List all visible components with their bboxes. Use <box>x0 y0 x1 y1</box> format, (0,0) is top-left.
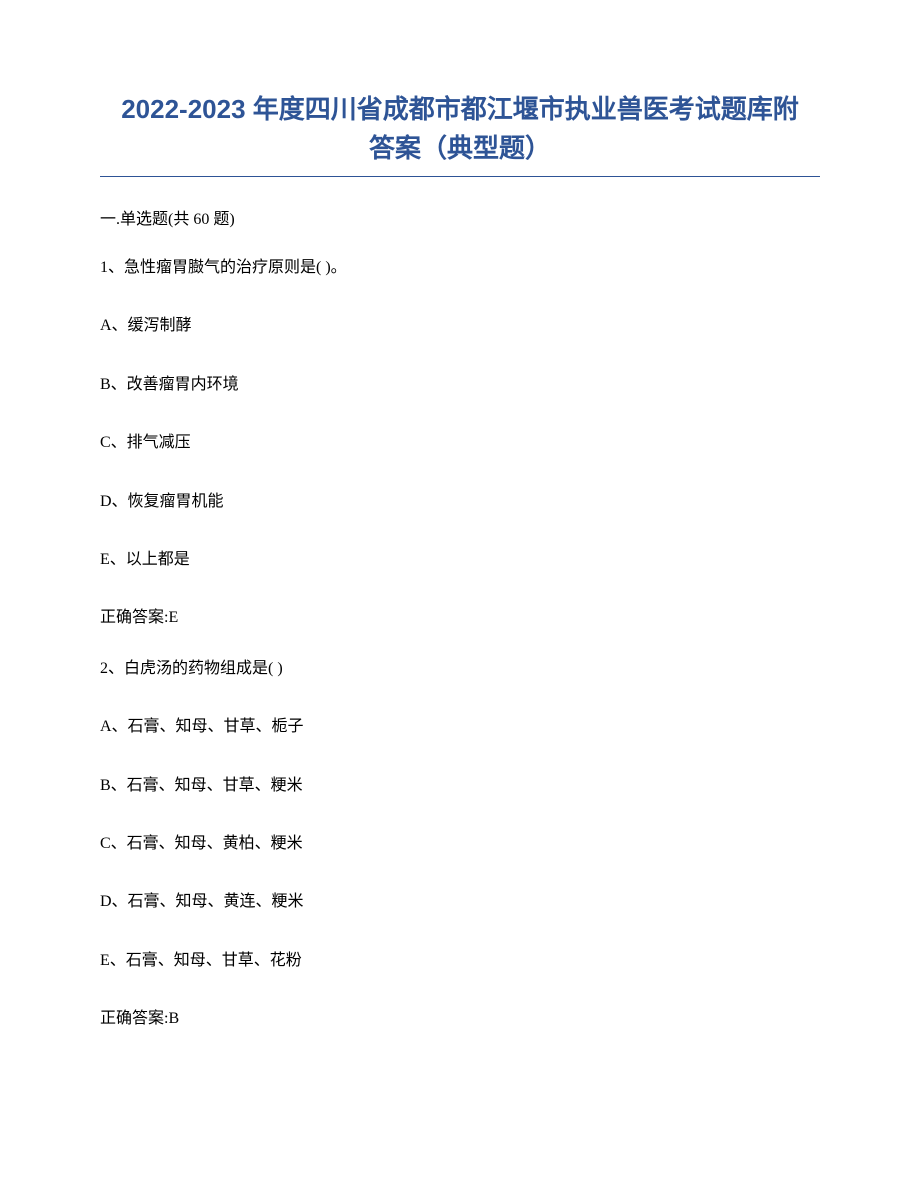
document-title-container: 2022-2023 年度四川省成都市都江堰市执业兽医考试题库附 答案（典型题） <box>100 90 820 168</box>
question-number: 1、 <box>100 259 124 276</box>
option-e: E、石膏、知母、甘草、花粉 <box>100 950 820 972</box>
option-c: C、排气减压 <box>100 432 820 454</box>
section-header: 一.单选题(共 60 题) <box>100 205 820 229</box>
question-body: 急性瘤胃臌气的治疗原则是( )。 <box>124 259 347 276</box>
question-number: 2、 <box>100 660 124 677</box>
question-block-2: 2、白虎汤的药物组成是( ) A、石膏、知母、甘草、栀子 B、石膏、知母、甘草、… <box>100 658 820 1031</box>
option-d: D、石膏、知母、黄连、粳米 <box>100 891 820 913</box>
option-a: A、缓泻制酵 <box>100 315 820 337</box>
question-body: 白虎汤的药物组成是( ) <box>124 660 283 677</box>
option-b: B、改善瘤胃内环境 <box>100 374 820 396</box>
document-title-line1: 2022-2023 年度四川省成都市都江堰市执业兽医考试题库附 <box>100 90 820 129</box>
option-e: E、以上都是 <box>100 549 820 571</box>
option-a: A、石膏、知母、甘草、栀子 <box>100 716 820 738</box>
option-d: D、恢复瘤胃机能 <box>100 491 820 513</box>
document-title-line2: 答案（典型题） <box>100 129 820 168</box>
option-b: B、石膏、知母、甘草、粳米 <box>100 775 820 797</box>
option-c: C、石膏、知母、黄柏、粳米 <box>100 833 820 855</box>
question-text: 2、白虎汤的药物组成是( ) <box>100 658 820 680</box>
question-block-1: 1、急性瘤胃臌气的治疗原则是( )。 A、缓泻制酵 B、改善瘤胃内环境 C、排气… <box>100 257 820 630</box>
title-underline <box>100 176 820 177</box>
correct-answer: 正确答案:E <box>100 607 820 629</box>
correct-answer: 正确答案:B <box>100 1008 820 1030</box>
question-text: 1、急性瘤胃臌气的治疗原则是( )。 <box>100 257 820 279</box>
